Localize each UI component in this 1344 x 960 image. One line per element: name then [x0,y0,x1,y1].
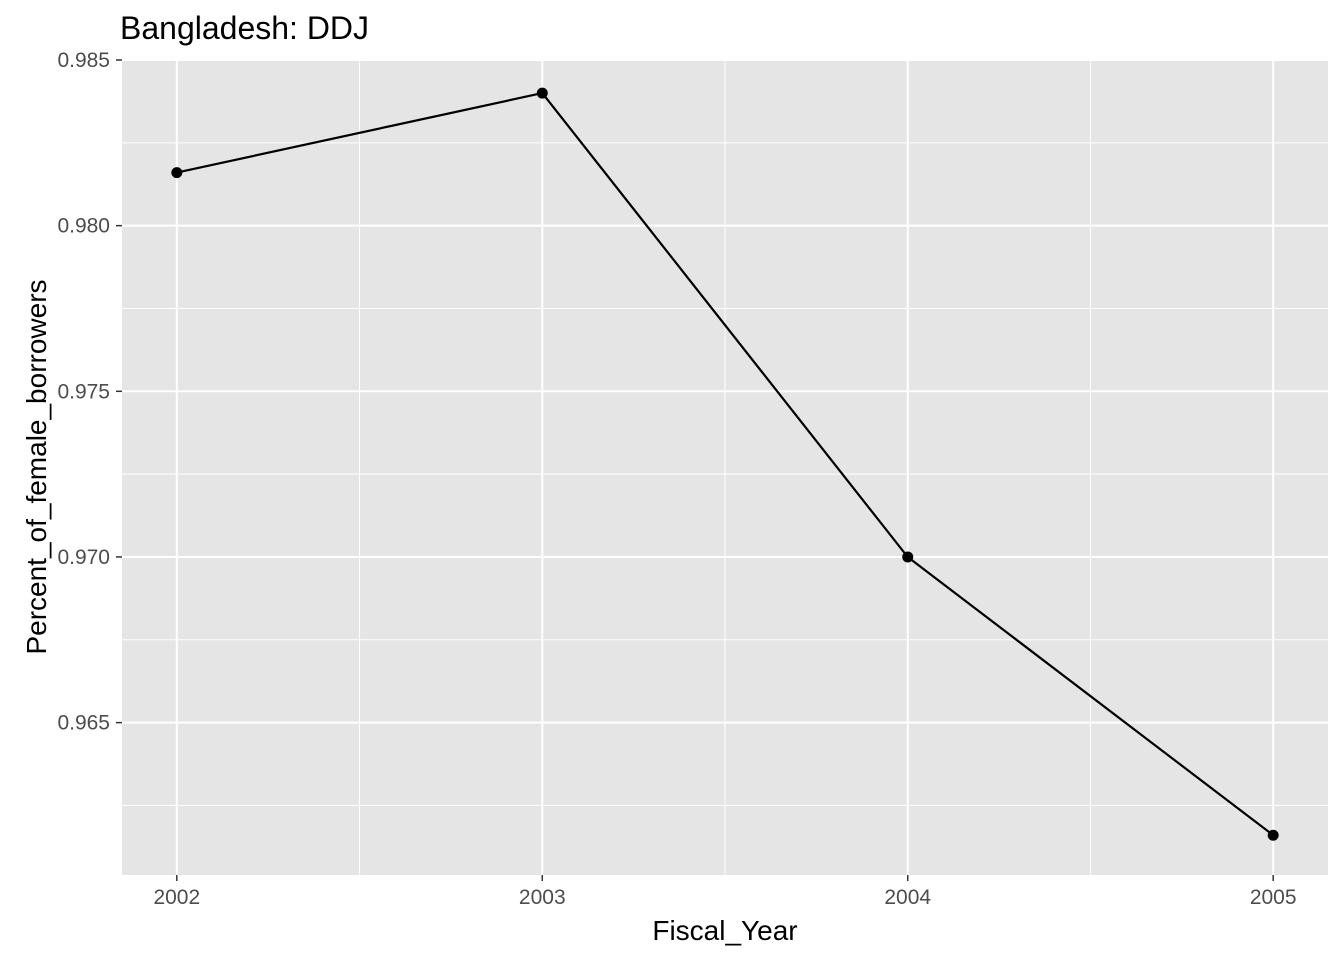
x-tick-label: 2004 [884,886,931,909]
x-tick-label: 2005 [1250,886,1297,909]
data-point [1267,829,1279,841]
x-tick-label: 2002 [153,886,200,909]
axis-ticks [116,59,1274,881]
minor-gridlines [122,60,1328,875]
series-line [176,91,1274,837]
major-gridlines [122,59,1328,875]
x-tick-label: 2003 [519,886,566,909]
chart-title: Bangladesh: DDJ [120,10,369,46]
y-axis-title: Percent_of_female_borrowers [21,279,52,654]
y-tick-label: 0.985 [57,49,110,72]
data-point [902,551,914,563]
y-tick-label: 0.975 [57,380,110,403]
data-point [171,167,183,179]
y-tick-label: 0.965 [57,712,110,735]
series-layer [171,87,1279,841]
data-point [536,87,548,99]
tick-labels: 2002 2003 2004 2005 0.965 0.970 0.975 0.980 0.98… [57,49,1296,909]
y-tick-label: 0.970 [57,546,110,569]
x-axis-title: Fiscal_Year [652,915,797,946]
y-tick-label: 0.980 [57,215,110,238]
